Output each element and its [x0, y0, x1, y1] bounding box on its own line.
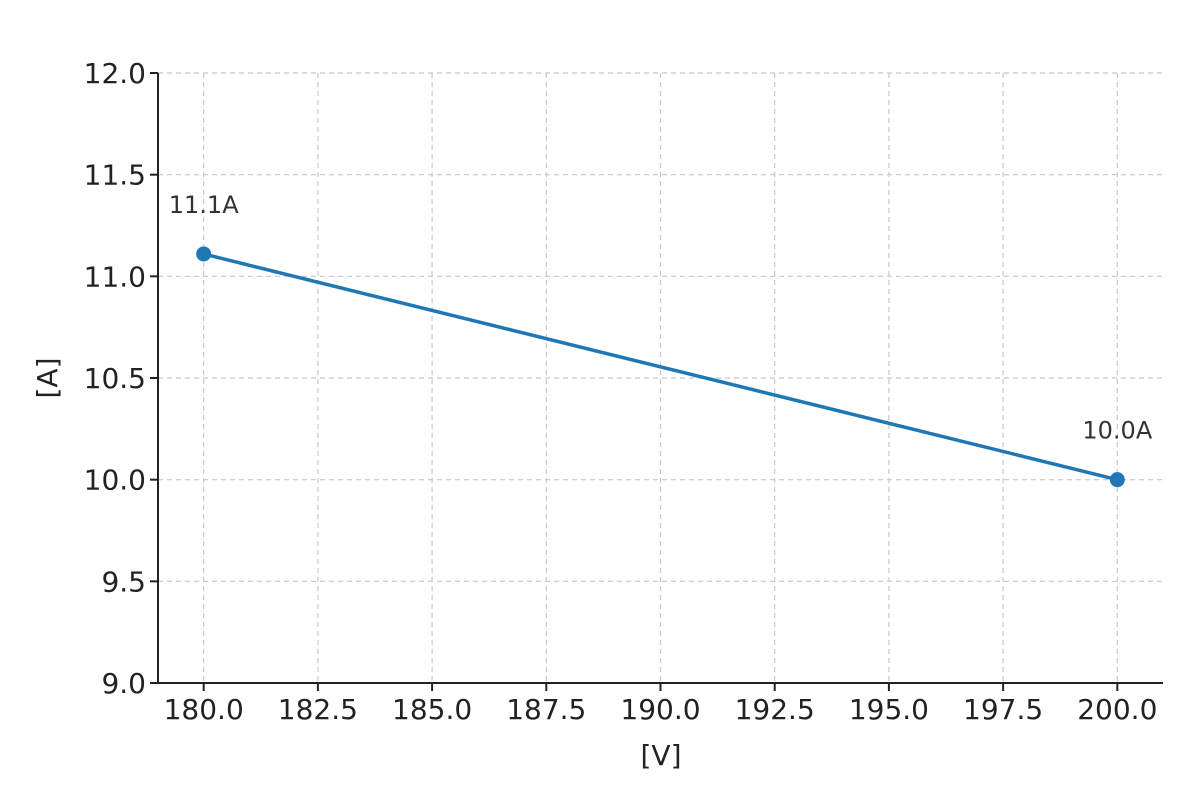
y-axis-unit: [A]: [31, 357, 64, 398]
data-labels: 11.1A 10.0A: [169, 191, 1153, 445]
y-axis-title: [A]: [31, 357, 64, 398]
data-label: 11.1A: [169, 191, 239, 219]
x-tick-label: 200.0: [1077, 693, 1157, 726]
data-point: [196, 246, 212, 262]
y-tick-label: 11.0: [84, 260, 146, 293]
y-tick-label: 10.0: [84, 464, 146, 497]
x-tick-label: 180.0: [164, 693, 244, 726]
x-tick-label: 195.0: [849, 693, 929, 726]
y-tick-label: 12.0: [84, 57, 146, 90]
y-tick-label: 10.5: [84, 362, 146, 395]
x-tick-label: 187.5: [506, 693, 586, 726]
x-tick-label: 185.0: [392, 693, 472, 726]
data-label: 10.0A: [1082, 417, 1152, 445]
y-tick-label: 9.5: [101, 565, 146, 598]
x-tick-label: 182.5: [278, 693, 358, 726]
x-axis-ticks: 180.0 182.5 185.0 187.5 190.0 192.5 195.0 197.5…: [164, 683, 1157, 726]
data-series: [196, 246, 1125, 488]
y-tick-label: 11.5: [84, 159, 146, 192]
x-axis-unit: [V]: [640, 739, 681, 772]
data-point: [1109, 472, 1125, 488]
x-tick-label: 190.0: [620, 693, 700, 726]
x-tick-label: 192.5: [735, 693, 815, 726]
x-tick-label: 197.5: [963, 693, 1043, 726]
grid-lines: [158, 72, 1163, 684]
y-axis-ticks: 9.0 9.5 10.0 10.5 11.0 11.5 12.0: [84, 57, 158, 700]
y-tick-label: 9.0: [101, 667, 146, 700]
x-axis-title: [V]: [640, 739, 681, 772]
series-line: [201, 252, 1120, 482]
